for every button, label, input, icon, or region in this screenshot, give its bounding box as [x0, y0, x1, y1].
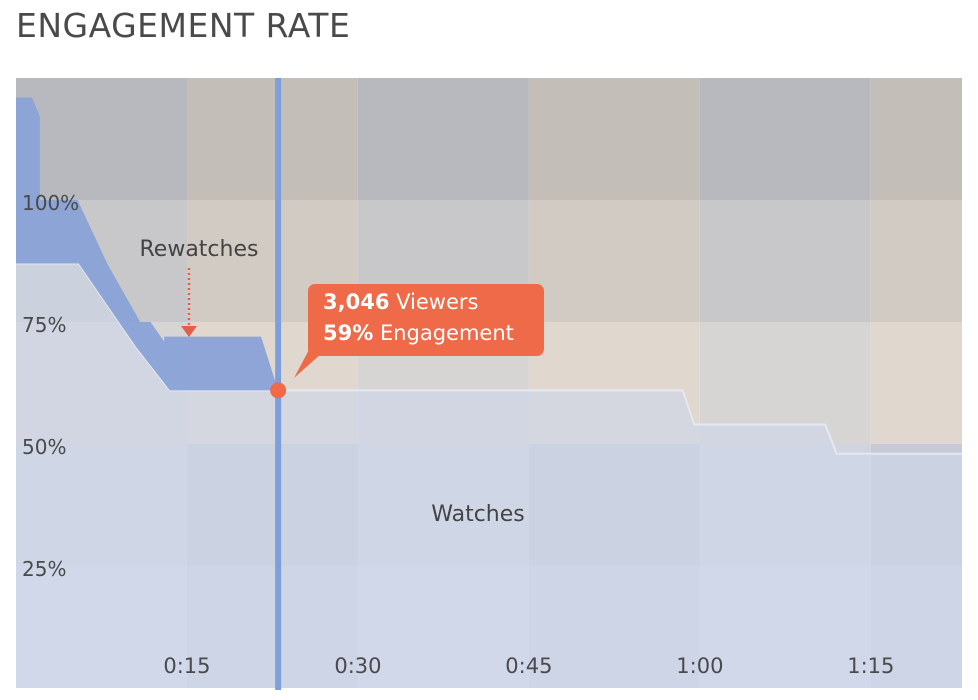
background-cell [699, 200, 871, 322]
tooltip-engagement-value: 59% [323, 321, 373, 345]
tooltip-viewers-label: Viewers [389, 290, 478, 314]
x-tick-label: 0:30 [334, 654, 381, 678]
tooltip-viewers-value: 3,046 [323, 290, 389, 314]
watches-label: Watches [431, 502, 525, 527]
background-cell [870, 200, 962, 322]
tooltip-engagement: 59% Engagement [323, 321, 514, 345]
chart-title: ENGAGEMENT RATE [16, 6, 351, 45]
y-tick-label: 50% [22, 435, 66, 459]
background-cell [16, 78, 187, 200]
background-cell [357, 78, 529, 200]
rewatches-area [16, 97, 279, 391]
background-cell [870, 322, 962, 444]
x-tick-label: 1:00 [676, 654, 723, 678]
y-tick-label: 25% [22, 557, 66, 581]
watches-area [16, 263, 962, 688]
y-tick-label: 75% [22, 313, 66, 337]
background-cell [528, 200, 700, 322]
x-tick-label: 0:45 [505, 654, 552, 678]
rewatches-label: Rewatches [140, 237, 259, 262]
tooltip-box [308, 284, 544, 356]
rewatches-arrow-head [181, 326, 197, 337]
tooltip-viewers: 3,046 Viewers [323, 290, 478, 314]
x-tick-label: 0:15 [163, 654, 210, 678]
background-cell [699, 78, 871, 200]
background-cell [870, 78, 962, 200]
background-cell [528, 78, 700, 200]
background-cell [186, 78, 358, 200]
y-tick-label: 100% [22, 191, 79, 215]
x-tick-label: 1:15 [847, 654, 894, 678]
cursor-point[interactable] [270, 382, 287, 399]
tooltip-engagement-label: Engagement [373, 321, 514, 345]
